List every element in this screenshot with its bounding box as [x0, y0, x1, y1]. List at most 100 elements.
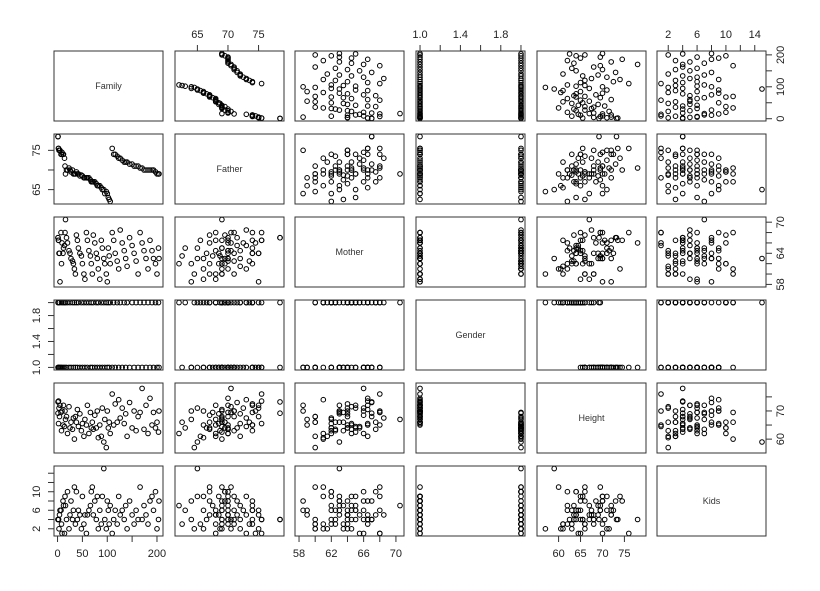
data-point: [332, 521, 339, 527]
data-point: [56, 405, 62, 411]
data-point: [222, 498, 228, 504]
data-point: [225, 493, 231, 500]
data-point: [617, 266, 623, 272]
axis-bottom-height: 60 65 70 75: [552, 535, 631, 560]
tick-label: 200: [148, 548, 166, 560]
data-point: [377, 493, 383, 500]
data-point: [672, 66, 679, 73]
data-point: [243, 493, 250, 500]
data-point: [352, 87, 359, 93]
data-point: [417, 171, 423, 177]
panel-father-vs-mother: [294, 133, 405, 205]
data-point: [255, 279, 262, 285]
data-point: [102, 260, 108, 267]
data-point: [348, 516, 355, 523]
data-point: [518, 271, 524, 277]
data-point: [518, 169, 524, 175]
data-point: [573, 179, 579, 185]
data-point: [694, 182, 700, 189]
data-point: [601, 171, 608, 177]
data-point: [141, 426, 147, 433]
data-point: [252, 240, 259, 246]
data-point: [194, 245, 201, 251]
data-point: [377, 97, 383, 103]
data-point: [243, 415, 250, 421]
data-point: [560, 526, 566, 532]
data-point: [679, 79, 686, 86]
data-point: [249, 498, 256, 504]
panel-family-vs-height: [536, 50, 647, 122]
data-point: [231, 258, 237, 264]
data-point: [135, 516, 141, 523]
data-point: [665, 271, 672, 277]
data-point: [332, 65, 339, 72]
data-point: [73, 488, 80, 495]
data-point: [694, 415, 700, 421]
data-point: [328, 171, 335, 177]
data-point: [62, 493, 68, 500]
data-point: [139, 516, 145, 523]
data-point: [348, 502, 355, 509]
data-point: [131, 163, 137, 169]
data-point: [200, 493, 207, 500]
data-point: [336, 408, 343, 414]
data-point: [56, 512, 63, 518]
data-point: [188, 416, 195, 423]
data-point: [97, 422, 103, 428]
data-point: [209, 253, 216, 259]
data-point: [188, 84, 195, 90]
panel-mother-vs-kids: [656, 216, 767, 288]
data-point: [518, 237, 524, 244]
data-point: [590, 234, 597, 241]
data-point: [83, 229, 90, 236]
data-point: [701, 364, 708, 371]
data-point: [417, 179, 423, 185]
data-point: [258, 391, 265, 397]
data-point: [360, 516, 367, 523]
data-point: [200, 255, 207, 262]
data-point: [62, 408, 68, 414]
data-point: [147, 237, 153, 244]
data-point: [225, 107, 231, 114]
data-point: [348, 60, 355, 67]
panel-family-vs-family: Family: [53, 50, 164, 122]
data-point: [626, 80, 632, 87]
data-point: [518, 260, 524, 267]
data-point: [55, 234, 61, 241]
data-point: [328, 364, 335, 371]
data-point: [597, 94, 604, 101]
data-point: [377, 62, 383, 69]
data-point: [599, 250, 606, 257]
data-point: [212, 95, 219, 102]
data-point: [723, 109, 729, 116]
data-point: [332, 419, 339, 426]
panel-frame: [174, 216, 285, 288]
data-point: [708, 69, 715, 76]
data-point: [312, 171, 319, 177]
data-point: [708, 395, 715, 402]
data-point: [687, 425, 693, 431]
data-point: [577, 276, 584, 283]
data-point: [564, 260, 571, 267]
data-point: [255, 114, 262, 120]
data-point: [397, 171, 403, 177]
data-point: [62, 502, 69, 509]
data-point: [328, 179, 335, 185]
data-point: [364, 402, 371, 409]
data-point: [320, 430, 327, 437]
panel-frame: [415, 465, 526, 537]
data-point: [119, 507, 125, 514]
data-point: [258, 530, 265, 537]
data-point: [672, 171, 679, 177]
data-point: [69, 426, 76, 433]
data-point: [277, 399, 283, 405]
data-point: [759, 186, 765, 193]
data-point: [564, 502, 571, 509]
data-point: [560, 99, 566, 105]
data-point: [109, 391, 115, 397]
data-point: [182, 507, 188, 514]
data-point: [573, 68, 579, 74]
panel-mother-vs-gender: [415, 216, 526, 288]
data-point: [61, 155, 68, 161]
data-point: [300, 402, 306, 409]
